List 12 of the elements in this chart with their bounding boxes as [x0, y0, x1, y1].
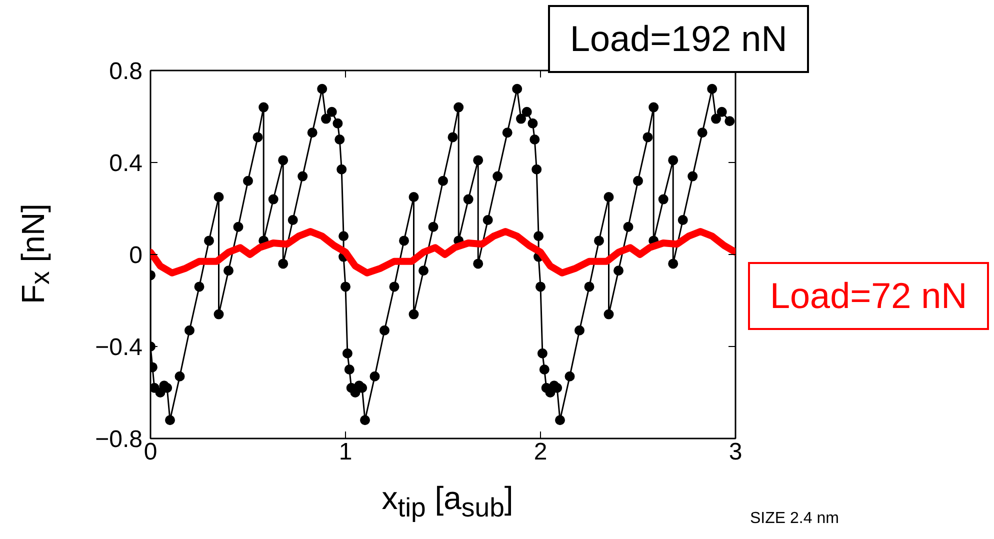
y-tick-label: −0.8 [95, 426, 143, 453]
text: SIZE 2.4 nm [750, 509, 839, 529]
y-tick-label: 0.4 [109, 150, 143, 177]
x-tick-label: 2 [534, 438, 548, 466]
series-label: Load=192 nN [548, 5, 810, 73]
y-tick-label: 0.8 [109, 58, 143, 85]
y-tick-label: −0.4 [95, 334, 143, 361]
x-tick-label: 1 [338, 438, 352, 466]
x-tick-label: 3 [728, 438, 742, 466]
series-label: Load=72 nN [748, 262, 990, 330]
x-axis-title: x$_{tip}$ [a$_{sub}$] [382, 479, 514, 524]
y-tick-label: 0 [129, 242, 143, 269]
